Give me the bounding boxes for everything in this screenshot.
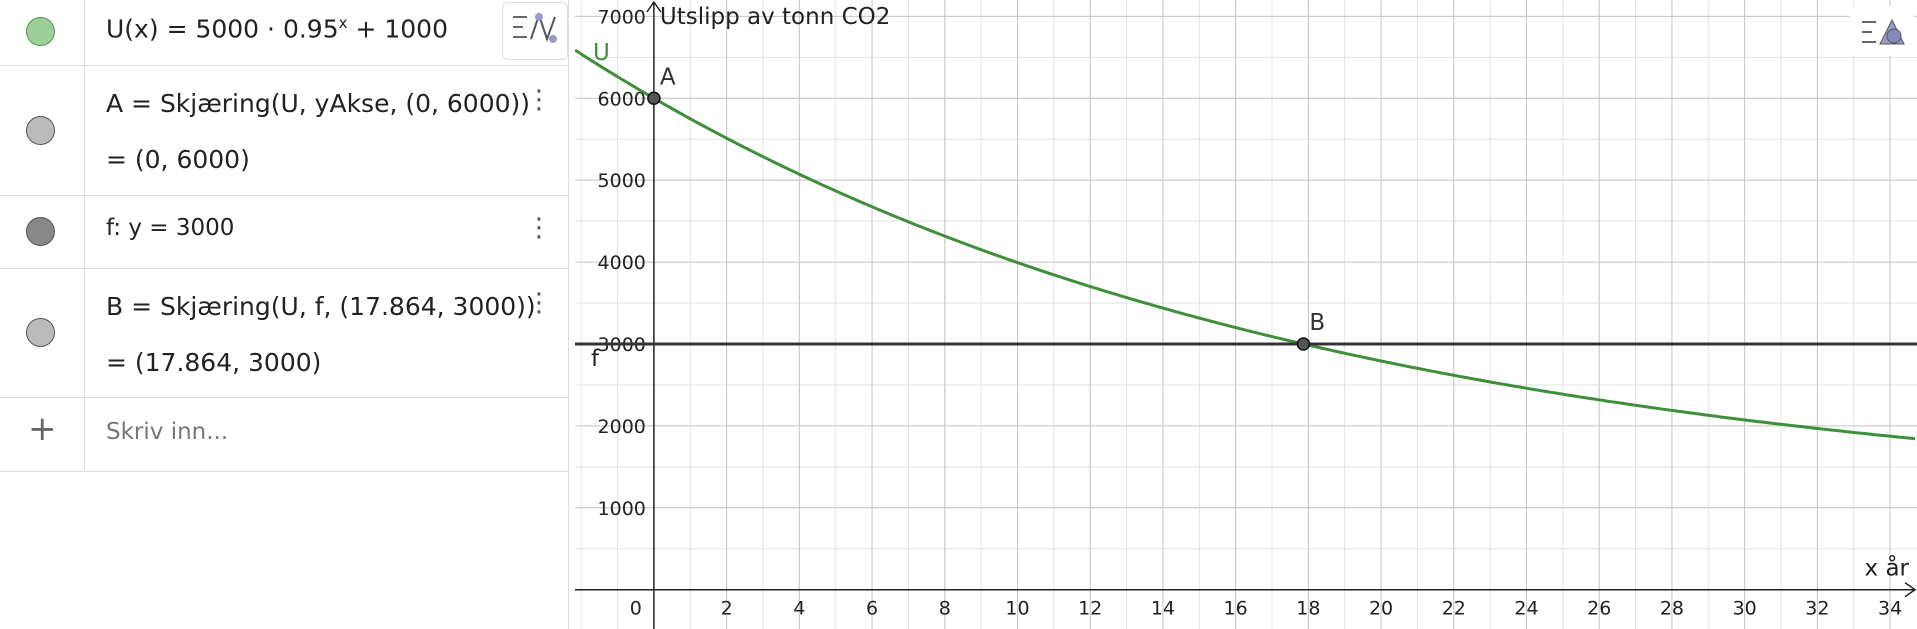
func-name: U(x): [106, 14, 159, 44]
x-tick-label: 34: [1878, 598, 1902, 620]
curve-label: U: [593, 40, 610, 66]
algebra-row[interactable]: B = Skjæring(U, f, (17.864, 3000)) = (17…: [0, 268, 568, 398]
coef: 5000: [195, 14, 260, 44]
x-tick-label: 12: [1078, 598, 1102, 620]
y-tick-label: 2000: [598, 416, 646, 438]
y-axis-arrow: [646, 0, 662, 13]
x-tick-label: 16: [1224, 598, 1248, 620]
y-tick-label: 7000: [598, 6, 646, 28]
menu-button[interactable]: ⋮: [526, 85, 552, 115]
icon: [1862, 18, 1905, 45]
x-tick-label: 30: [1733, 598, 1757, 620]
symbol: ·: [267, 14, 275, 44]
icon-column: [0, 268, 85, 397]
y-tick-label: 1000: [598, 498, 646, 520]
result: = (17.864, 3000): [106, 348, 322, 377]
icon-column: [0, 65, 85, 195]
x-tick-label: 24: [1514, 598, 1538, 620]
x-tick-label: 22: [1442, 598, 1466, 620]
visibility-toggle[interactable]: [26, 17, 55, 46]
x-tick-label: 18: [1296, 598, 1320, 620]
expression: B = Skjæring(U, f, (17.864, 3000)): [106, 292, 536, 321]
expression: f: y = 3000: [106, 215, 235, 241]
graphics-view: 2 4 6 8 10 12 14 16 18 20 22 24 26 28 30 32 341000200030…: [575, 0, 1917, 629]
y-tick-label: 6000: [598, 88, 646, 110]
graphics-style-toggle[interactable]: [1850, 6, 1914, 56]
x-tick-label: 32: [1805, 598, 1829, 620]
x-tick-label: 6: [866, 598, 878, 620]
expression: A = Skjæring(U, yAkse, (0, 6000)): [106, 89, 531, 118]
add-icon: +: [28, 409, 57, 449]
point: [1296, 337, 1311, 351]
result: = (0, 6000): [106, 145, 250, 174]
icon: [513, 11, 557, 43]
x-tick-label: 4: [793, 598, 805, 620]
symbol: +: [355, 14, 377, 44]
x-tick-label: 8: [939, 598, 951, 620]
point-label: A: [660, 64, 676, 90]
x-tick-label: 10: [1005, 598, 1029, 620]
symbol: =: [166, 14, 188, 44]
menu-button[interactable]: ⋮: [526, 288, 552, 318]
x-tick-label: 2: [721, 598, 733, 620]
expression: U(x) = 5000 · 0.95x + 1000: [106, 14, 448, 43]
menu-button[interactable]: ⋮: [526, 213, 552, 243]
point: [647, 91, 661, 106]
algebra-row[interactable]: U(x) = 5000 · 0.95x + 1000: [0, 0, 568, 66]
input-placeholder[interactable]: Skriv inn...: [106, 419, 229, 445]
coef: 0.95: [282, 14, 339, 44]
visibility-toggle[interactable]: [26, 217, 55, 246]
origin-label: 0: [630, 598, 642, 620]
curve: [575, 48, 1916, 441]
algebra-row[interactable]: A = Skjæring(U, yAkse, (0, 6000)) = (0, …: [0, 65, 568, 196]
x-tick-label: 14: [1151, 598, 1175, 620]
point-label: B: [1309, 310, 1325, 336]
y-tick-label: 4000: [598, 252, 646, 274]
x-tick-label: 28: [1660, 598, 1684, 620]
coef: 1000: [384, 14, 448, 44]
x-tick-label: 20: [1369, 598, 1393, 620]
line-label: f: [591, 346, 600, 372]
input-row[interactable]: + Skriv inn...: [0, 397, 568, 472]
x-tick-label: 26: [1587, 598, 1611, 620]
visibility-toggle[interactable]: [26, 116, 55, 145]
icon-column: [0, 195, 85, 268]
exponent: x: [338, 14, 348, 32]
algebra-row[interactable]: f: y = 3000 ⋮: [0, 195, 568, 269]
algebra-panel: U(x) = 5000 · 0.95x + 1000 A = Skjæring(…: [0, 0, 569, 629]
icon-column: +: [0, 397, 85, 471]
visibility-toggle[interactable]: [26, 318, 55, 347]
x-axis-label: x år: [1865, 554, 1910, 582]
y-axis-label: Utslipp av tonn CO2: [660, 4, 891, 30]
style-bar-toggle[interactable]: [502, 2, 568, 60]
icon-column: [0, 0, 85, 65]
x-axis-arrow: [1904, 582, 1917, 598]
y-tick-label: 5000: [598, 170, 646, 192]
